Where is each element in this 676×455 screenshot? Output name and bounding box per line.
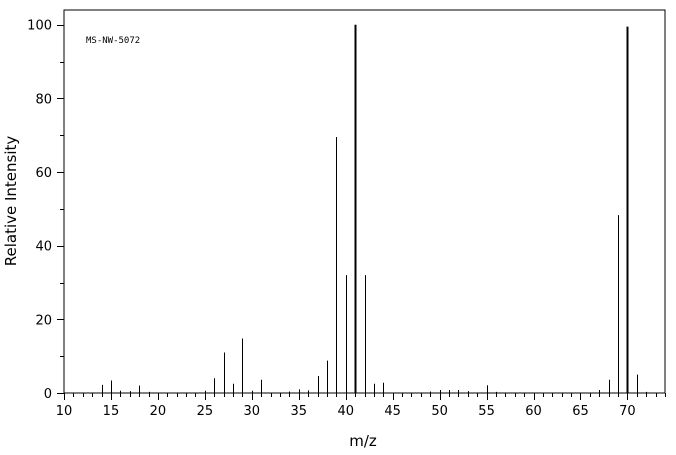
x-tick-label: 70 xyxy=(619,404,636,419)
x-axis-title: m/z xyxy=(349,432,377,450)
plot-frame xyxy=(63,9,666,394)
x-tick-label: 50 xyxy=(431,404,448,419)
x-tick-label: 15 xyxy=(103,404,120,419)
spectrum-id-annotation: MS-NW-5072 xyxy=(86,36,140,46)
x-axis: 10 15 20 25 30 35 40 45 50 55 60 65 70 xyxy=(56,393,666,419)
y-tick-label: 0 xyxy=(44,387,52,402)
x-tick-label: 10 xyxy=(56,404,73,419)
x-tick-label: 40 xyxy=(337,404,354,419)
x-tick-label: 35 xyxy=(290,404,307,419)
y-axis: 0 20 40 60 80 100 xyxy=(27,19,64,402)
x-tick-label: 25 xyxy=(197,404,214,419)
y-tick-label: 40 xyxy=(35,240,52,255)
x-tick-label: 55 xyxy=(478,404,495,419)
y-tick-label: 100 xyxy=(27,19,52,34)
x-tick-label: 20 xyxy=(150,404,167,419)
x-tick-label: 65 xyxy=(572,404,589,419)
spectrum-peaks xyxy=(102,24,647,393)
plot-area xyxy=(63,9,666,394)
x-tick-label: 30 xyxy=(244,404,261,419)
x-tick-label: 45 xyxy=(384,404,401,419)
y-tick-label: 20 xyxy=(35,313,52,328)
y-tick-label: 80 xyxy=(35,92,52,107)
x-tick-label: 60 xyxy=(525,404,542,419)
y-axis-title: Relative Intensity xyxy=(2,136,20,267)
y-tick-label: 60 xyxy=(35,166,52,181)
